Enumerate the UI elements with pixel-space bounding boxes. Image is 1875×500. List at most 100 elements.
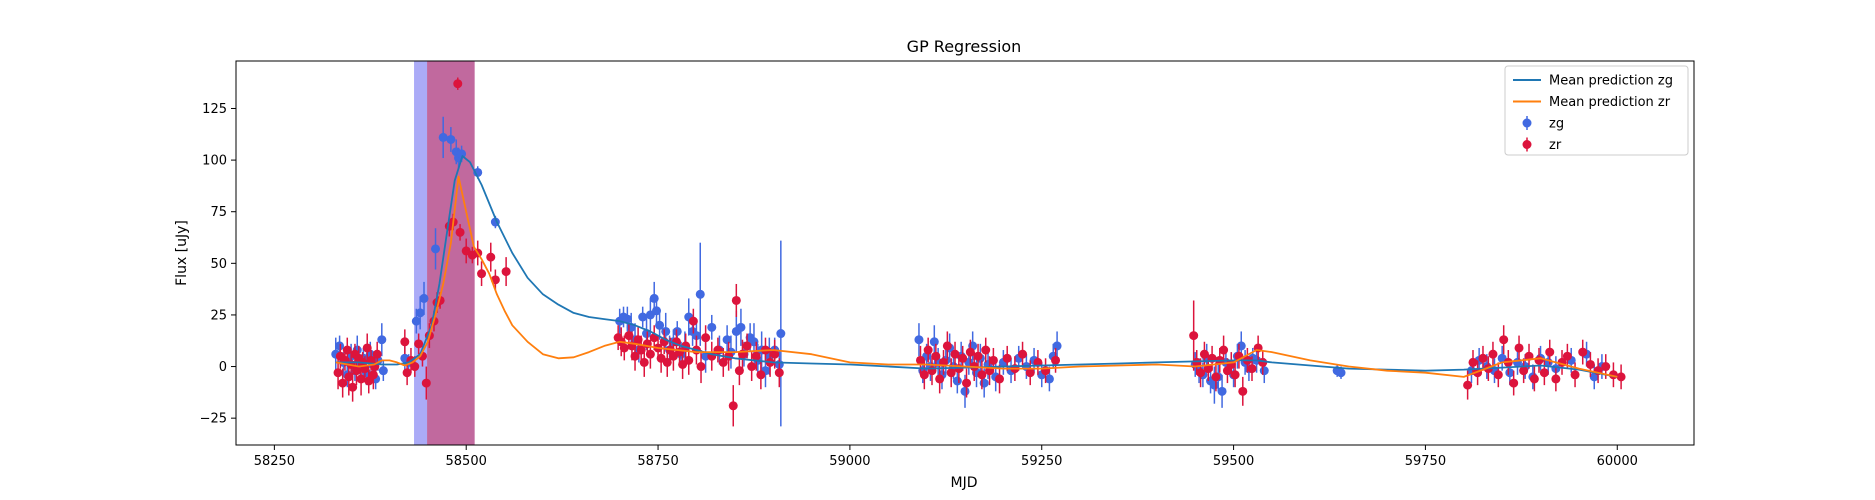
zr-point-7 [348, 382, 358, 392]
zr-point-89 [931, 351, 941, 361]
zr-point-147 [1545, 347, 1555, 357]
zg-point-115 [1336, 368, 1346, 378]
zr-point-155 [1601, 362, 1611, 372]
zr-point-132 [1468, 357, 1478, 367]
zr-point-151 [1570, 370, 1580, 380]
zr-point-98 [965, 347, 975, 357]
zg-point-22 [438, 132, 448, 142]
zg-point-113 [1259, 366, 1269, 376]
legend-label-Mean prediction zr: Mean prediction zr [1549, 95, 1671, 110]
zg-point-41 [661, 326, 671, 336]
zr-point-119 [1211, 372, 1221, 382]
y-tick-label-75: 75 [210, 205, 227, 220]
x-tick-label-59500: 59500 [1213, 454, 1254, 469]
zr-point-97 [962, 378, 972, 388]
x-tick-label-59750: 59750 [1405, 454, 1446, 469]
zr-point-105 [995, 374, 1005, 384]
zr-point-80 [756, 370, 766, 380]
zr-point-109 [1025, 368, 1035, 378]
zr-point-92 [942, 341, 952, 351]
zg-point-85 [979, 378, 989, 388]
zr-point-117 [1203, 364, 1213, 374]
series-line-Mean prediction zg [335, 155, 1618, 378]
zr-point-47 [630, 351, 640, 361]
zg-point-40 [655, 320, 665, 330]
zr-point-78 [747, 362, 757, 372]
zg-point-18 [411, 316, 421, 326]
zr-point-102 [981, 345, 991, 355]
zr-point-71 [718, 357, 728, 367]
zr-point-137 [1493, 370, 1503, 380]
zr-point-146 [1539, 368, 1549, 378]
zr-point-101 [977, 370, 987, 380]
legend-label-Mean prediction zg: Mean prediction zg [1549, 74, 1673, 89]
x-axis: 58250 58500 58750 59000 59250 59500 59750 60000 [254, 445, 1638, 469]
zr-point-79 [751, 351, 761, 361]
zr-point-33 [453, 79, 463, 89]
y-axis: −25 0 25 50 75 100 125 [200, 102, 236, 427]
zr-point-150 [1562, 351, 1572, 361]
zg-point-67 [776, 329, 786, 339]
legend-label-zr: zr [1549, 138, 1562, 153]
zr-point-87 [923, 345, 933, 355]
zg-point-44 [672, 326, 682, 336]
zr-point-100 [973, 351, 983, 361]
plot-content [331, 61, 1626, 445]
x-tick-label-59000: 59000 [829, 454, 870, 469]
zr-point-52 [645, 349, 655, 359]
zr-point-84 [774, 368, 784, 378]
zr-point-39 [486, 252, 496, 262]
zr-point-48 [633, 335, 643, 345]
zr-point-121 [1219, 345, 1229, 355]
zr-point-26 [421, 378, 431, 388]
zg-point-21 [431, 244, 441, 254]
zg-point-15 [378, 366, 388, 376]
zr-point-144 [1529, 374, 1539, 384]
zr-point-83 [770, 349, 780, 359]
zr-point-17 [368, 370, 378, 380]
y-tick-label--25: −25 [200, 412, 227, 427]
zr-point-21 [402, 368, 412, 378]
zr-point-64 [684, 355, 694, 365]
zg-point-39 [652, 306, 662, 316]
zr-point-44 [619, 343, 629, 353]
zg-point-52 [707, 322, 717, 332]
chart-title: GP Regression [907, 37, 1022, 56]
zg-point-20 [419, 293, 429, 303]
zr-point-131 [1463, 380, 1473, 390]
zr-point-75 [734, 366, 744, 376]
zr-point-140 [1509, 378, 1519, 388]
legend: Mean prediction zg Mean prediction zr zg zr [1504, 65, 1689, 156]
y-axis-label: Flux [uJy] [174, 220, 190, 286]
zr-point-113 [1189, 331, 1199, 341]
x-tick-label-58750: 58750 [637, 454, 678, 469]
zg-point-14 [377, 335, 387, 345]
zr-point-15 [364, 376, 374, 386]
zr-point-116 [1199, 349, 1209, 359]
zg-point-57 [736, 322, 746, 332]
zg-point-68 [914, 335, 924, 345]
zr-point-19 [372, 349, 382, 359]
zr-point-50 [639, 357, 649, 367]
zr-point-136 [1488, 349, 1498, 359]
zr-point-2 [338, 378, 348, 388]
zr-point-77 [742, 341, 752, 351]
zr-point-65 [688, 316, 698, 326]
zr-point-153 [1585, 359, 1595, 369]
zr-point-126 [1238, 386, 1248, 396]
zg-point-1 [335, 341, 345, 351]
zr-point-96 [958, 353, 968, 363]
x-tick-label-58250: 58250 [254, 454, 295, 469]
zr-point-11 [356, 374, 366, 384]
legend-marker-zg [1522, 118, 1532, 128]
zr-point-70 [713, 345, 723, 355]
x-tick-label-58500: 58500 [446, 454, 487, 469]
zg-point-108 [1236, 341, 1246, 351]
zr-point-94 [950, 349, 960, 359]
zr-point-138 [1499, 335, 1509, 345]
zr-point-85 [915, 355, 925, 365]
zr-point-145 [1534, 355, 1544, 365]
zr-point-0 [333, 368, 343, 378]
zr-point-41 [501, 267, 511, 277]
